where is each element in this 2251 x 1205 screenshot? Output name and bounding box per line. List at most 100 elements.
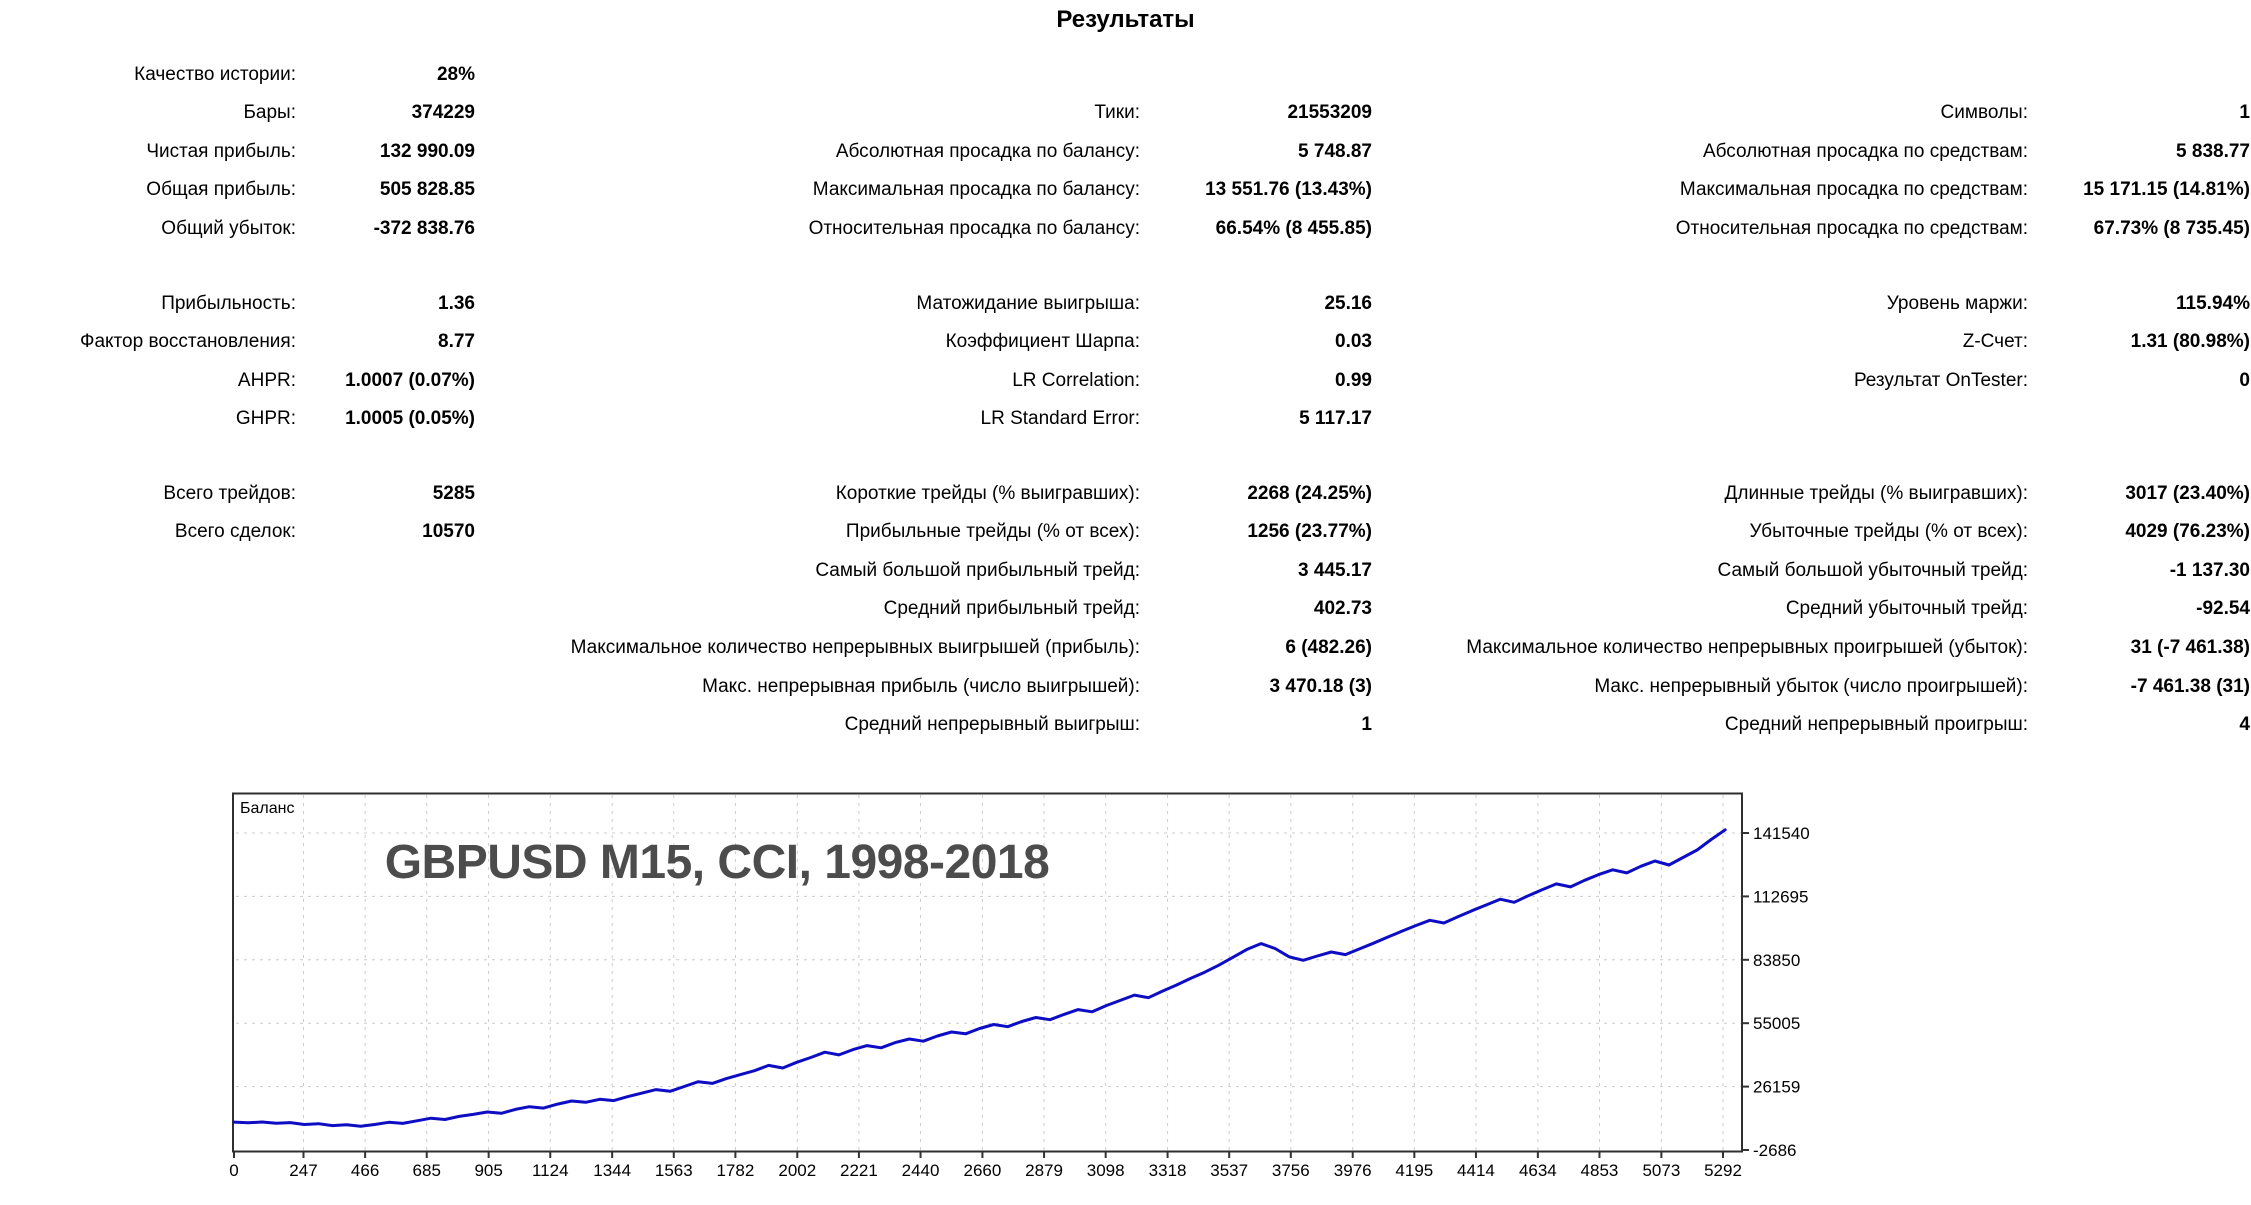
stat-label: Качество истории: [134, 63, 296, 85]
stat-value: 28% [436, 63, 475, 85]
stat-value: 1.36 [438, 292, 475, 314]
x-tick-label: 4853 [1581, 1161, 1619, 1180]
stat-value: 13 551.76 (13.43%) [1205, 179, 1372, 201]
x-tick-label: 2660 [964, 1161, 1002, 1180]
stat-value: 31 (-7 461.38) [2130, 636, 2250, 658]
stat-value: 25.16 [1324, 292, 1372, 314]
stat-value: 5285 [432, 482, 475, 504]
y-tick-label: 141540 [1753, 824, 1810, 843]
y-tick-label: 26159 [1753, 1078, 1800, 1097]
stat-label: Общая прибыль: [146, 179, 296, 201]
stat-value: 132 990.09 [379, 140, 475, 162]
stat-value: 21553209 [1287, 102, 1372, 124]
stat-label: Фактор восстановления: [80, 331, 296, 353]
stat-label: Относительная просадка по средствам: [1675, 217, 2028, 239]
stat-label: GHPR: [235, 408, 296, 430]
stat-label: Относительная просадка по балансу: [808, 217, 1140, 239]
stat-label: Максимальная просадка по балансу: [812, 179, 1140, 201]
x-tick-label: 3098 [1087, 1161, 1125, 1180]
stat-label: Чистая прибыль: [146, 140, 296, 162]
stat-value: -1 137.30 [2169, 559, 2250, 581]
x-tick-label: 1782 [716, 1161, 754, 1180]
x-tick-label: 2879 [1025, 1161, 1063, 1180]
stat-value: 1 [1361, 714, 1372, 736]
stat-value: 505 828.85 [379, 179, 475, 201]
x-tick-label: 3756 [1272, 1161, 1310, 1180]
results-title: Результаты [1056, 6, 1195, 33]
stat-value: 1.31 (80.98%) [2130, 331, 2250, 353]
x-tick-label: 905 [474, 1161, 502, 1180]
stat-label: Всего сделок: [174, 521, 296, 543]
stat-label: Прибыльность: [161, 292, 296, 314]
balance-line [232, 828, 1727, 1128]
stat-label: Z-Счет: [1962, 331, 2028, 353]
series-label: Баланс [240, 800, 294, 817]
stat-label: Прибыльные трейды (% от всех): [845, 521, 1140, 543]
stat-value: 0.03 [1335, 331, 1372, 353]
balance-chart: 0 247 466 685 905 1124 1344 1563 1782 2002 2221 244… [229, 792, 1810, 1180]
stat-value: -7 461.38 (31) [2130, 675, 2250, 697]
stat-value: 3 445.17 [1298, 559, 1372, 581]
stat-value: 5 838.77 [2176, 140, 2250, 162]
stat-label: Самый большой прибыльный трейд: [815, 559, 1140, 581]
stat-label: Макс. непрерывная прибыль (число выигрыш… [702, 675, 1140, 697]
x-tick-label: 5292 [1704, 1161, 1742, 1180]
stat-value: 5 117.17 [1299, 408, 1372, 430]
tick-marks [233, 832, 1749, 1158]
x-tick-label: 5073 [1642, 1161, 1680, 1180]
stat-label: Общий убыток: [161, 217, 296, 239]
stat-value: 8.77 [438, 331, 475, 353]
watermark-label: GBPUSD M15, CCI, 1998-2018 [385, 836, 1050, 889]
stat-label: Средний прибыльный трейд: [883, 598, 1140, 620]
stat-value: 0 [2239, 369, 2250, 391]
stat-value: 1.0005 (0.05%) [345, 408, 475, 430]
stat-value: 402.73 [1313, 598, 1372, 620]
stat-label: LR Correlation: [1012, 369, 1140, 391]
stat-label: Матожидание выигрыша: [916, 292, 1140, 314]
x-tick-label: 3318 [1149, 1161, 1187, 1180]
stat-label: Всего трейдов: [163, 482, 296, 504]
stat-value: 67.73% (8 735.45) [2093, 217, 2250, 239]
stat-value: 374229 [411, 102, 475, 124]
x-tick-label: 1344 [593, 1161, 631, 1180]
stat-label: Коэффициент Шарпа: [945, 331, 1140, 353]
stat-value: 3 470.18 (3) [1269, 675, 1372, 697]
stat-value: 1 [2239, 102, 2250, 124]
stat-label: Средний непрерывный выигрыш: [844, 714, 1140, 736]
stat-label: Длинные трейды (% выигравших): [1724, 482, 2028, 504]
x-tick-label: 685 [413, 1161, 441, 1180]
x-tick-label: 2440 [902, 1161, 940, 1180]
stat-label: Тики: [1094, 102, 1140, 124]
x-tick-label: 2002 [778, 1161, 816, 1180]
y-tick-label: 112695 [1753, 887, 1808, 906]
stat-value: 66.54% (8 455.85) [1215, 217, 1372, 239]
x-tick-label: 247 [289, 1161, 317, 1180]
grid [236, 795, 1741, 1150]
stat-label: LR Standard Error: [980, 408, 1140, 430]
stat-value: 4 [2239, 714, 2250, 736]
stat-label: Максимальное количество непрерывных выиг… [570, 636, 1140, 658]
stat-value: -372 838.76 [373, 217, 475, 239]
stat-value: 15 171.15 (14.81%) [2083, 179, 2250, 201]
stat-label: Короткие трейды (% выигравших): [835, 482, 1140, 504]
y-axis-labels: 141540 112695 83850 55005 26159 -2686 [1753, 824, 1810, 1160]
stat-label: Самый большой убыточный трейд: [1717, 559, 2028, 581]
stat-label: Макс. непрерывный убыток (число проигрыш… [1594, 675, 2028, 697]
stat-label: Максимальное количество непрерывных прои… [1466, 636, 2028, 658]
stat-label: Абсолютная просадка по средствам: [1702, 140, 2028, 162]
stat-value: 5 748.87 [1298, 140, 1372, 162]
stat-label: Бары: [243, 102, 296, 124]
x-tick-label: 3976 [1334, 1161, 1372, 1180]
x-tick-label: 4195 [1395, 1161, 1433, 1180]
stat-value: 10570 [422, 521, 475, 543]
stat-label: Абсолютная просадка по балансу: [835, 140, 1140, 162]
x-tick-label: 2221 [840, 1161, 878, 1180]
stat-value: 3017 (23.40%) [2125, 482, 2250, 504]
stat-value: 6 (482.26) [1285, 636, 1372, 658]
x-tick-label: 4634 [1519, 1161, 1557, 1180]
stat-value: -92.54 [2196, 598, 2250, 620]
stat-label: Убыточные трейды (% от всех): [1749, 521, 2028, 543]
stat-label: Уровень маржи: [1886, 292, 2028, 314]
x-axis-labels: 0 247 466 685 905 1124 1344 1563 1782 2002 2221 244… [229, 1161, 1742, 1180]
x-tick-label: 1124 [532, 1161, 569, 1180]
